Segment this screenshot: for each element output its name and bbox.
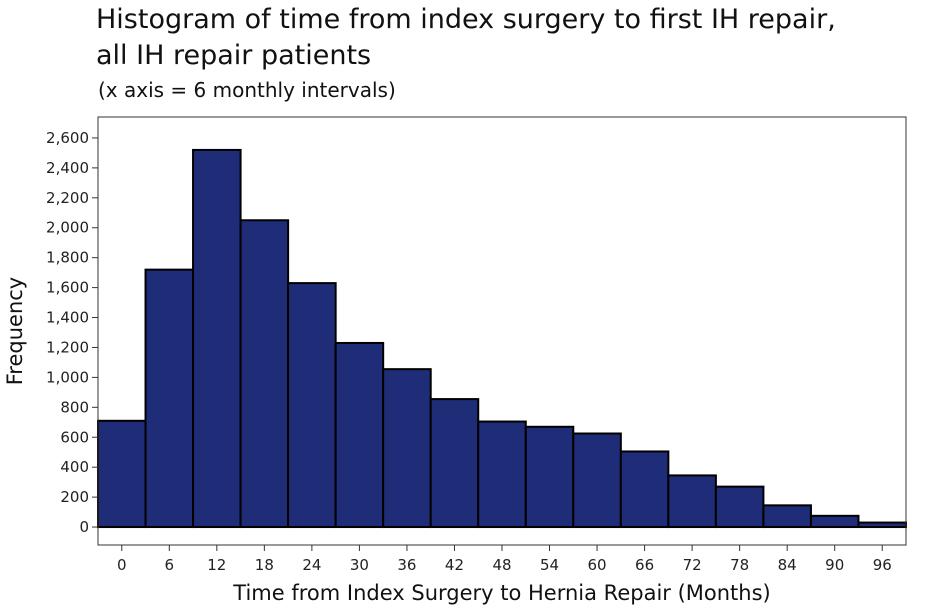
- histogram-bar: [287, 282, 337, 529]
- histogram-bar: [97, 419, 147, 529]
- histogram-bar: [524, 425, 575, 529]
- y-tick-label: 2,400: [46, 159, 89, 177]
- histogram-bar: [714, 485, 765, 529]
- x-tick-label: 30: [350, 556, 369, 574]
- histogram-bar: [477, 420, 527, 529]
- y-tick-label: 2,200: [46, 189, 89, 207]
- x-tick-label: 0: [117, 556, 127, 574]
- histogram-bar: [192, 148, 242, 529]
- y-tick-label: 1,800: [46, 249, 89, 267]
- x-tick-label: 66: [635, 556, 654, 574]
- y-tick-label: 1,000: [46, 368, 89, 386]
- histogram-bar: [144, 268, 195, 529]
- x-tick-label: 54: [540, 556, 559, 574]
- x-axis: 0 6 12 18 24 30 36 42 48 54 60 66 72 78 84 90 96: [117, 545, 892, 574]
- histogram-bar: [762, 504, 812, 529]
- y-axis-label: Frequency: [3, 277, 27, 386]
- x-tick-label: 18: [255, 556, 274, 574]
- x-tick-label: 72: [683, 556, 702, 574]
- y-tick-label: 2,600: [46, 129, 89, 147]
- bars-group: [97, 148, 907, 529]
- x-tick-label: 90: [825, 556, 844, 574]
- y-tick-label: 600: [60, 428, 89, 446]
- histogram-bar: [857, 521, 907, 529]
- histogram-bar: [429, 398, 480, 529]
- x-tick-label: 6: [165, 556, 175, 574]
- x-tick-label: 78: [730, 556, 749, 574]
- x-tick-label: 60: [588, 556, 607, 574]
- histogram-bar: [667, 474, 717, 529]
- y-tick-label: 400: [60, 458, 89, 476]
- histogram-bar: [239, 219, 290, 529]
- y-tick-label: 1,600: [46, 279, 89, 297]
- chart-title-line-2: all IH repair patients: [96, 40, 372, 71]
- x-tick-label: 24: [302, 556, 321, 574]
- y-tick-label: 0: [79, 518, 89, 536]
- histogram-bar: [334, 341, 385, 529]
- chart-subtitle: (x axis = 6 monthly intervals): [98, 78, 396, 102]
- y-tick-label: 1,200: [46, 338, 89, 356]
- chart-title: Histogram of time from index surgery to …: [96, 2, 836, 74]
- x-tick-label: 12: [207, 556, 226, 574]
- histogram-bar: [809, 514, 860, 529]
- histogram-bar: [619, 450, 670, 529]
- y-tick-label: 1,400: [46, 309, 89, 327]
- x-tick-label: 84: [778, 556, 797, 574]
- histogram-bar: [572, 432, 622, 529]
- x-tick-label: 42: [445, 556, 464, 574]
- y-tick-label: 800: [60, 398, 89, 416]
- y-tick-label: 200: [60, 488, 89, 506]
- y-tick-label: 2,000: [46, 219, 89, 237]
- y-axis: 0 200 400 600 800 1,000 1,200 1,400 1,600 1,800 2,…: [46, 129, 98, 536]
- histogram-bar: [382, 368, 432, 529]
- x-tick-label: 48: [492, 556, 511, 574]
- x-tick-label: 36: [397, 556, 416, 574]
- chart-title-line-1: Histogram of time from index surgery to …: [96, 4, 836, 35]
- x-tick-label: 96: [873, 556, 892, 574]
- x-axis-label: Time from Index Surgery to Hernia Repair…: [232, 581, 770, 605]
